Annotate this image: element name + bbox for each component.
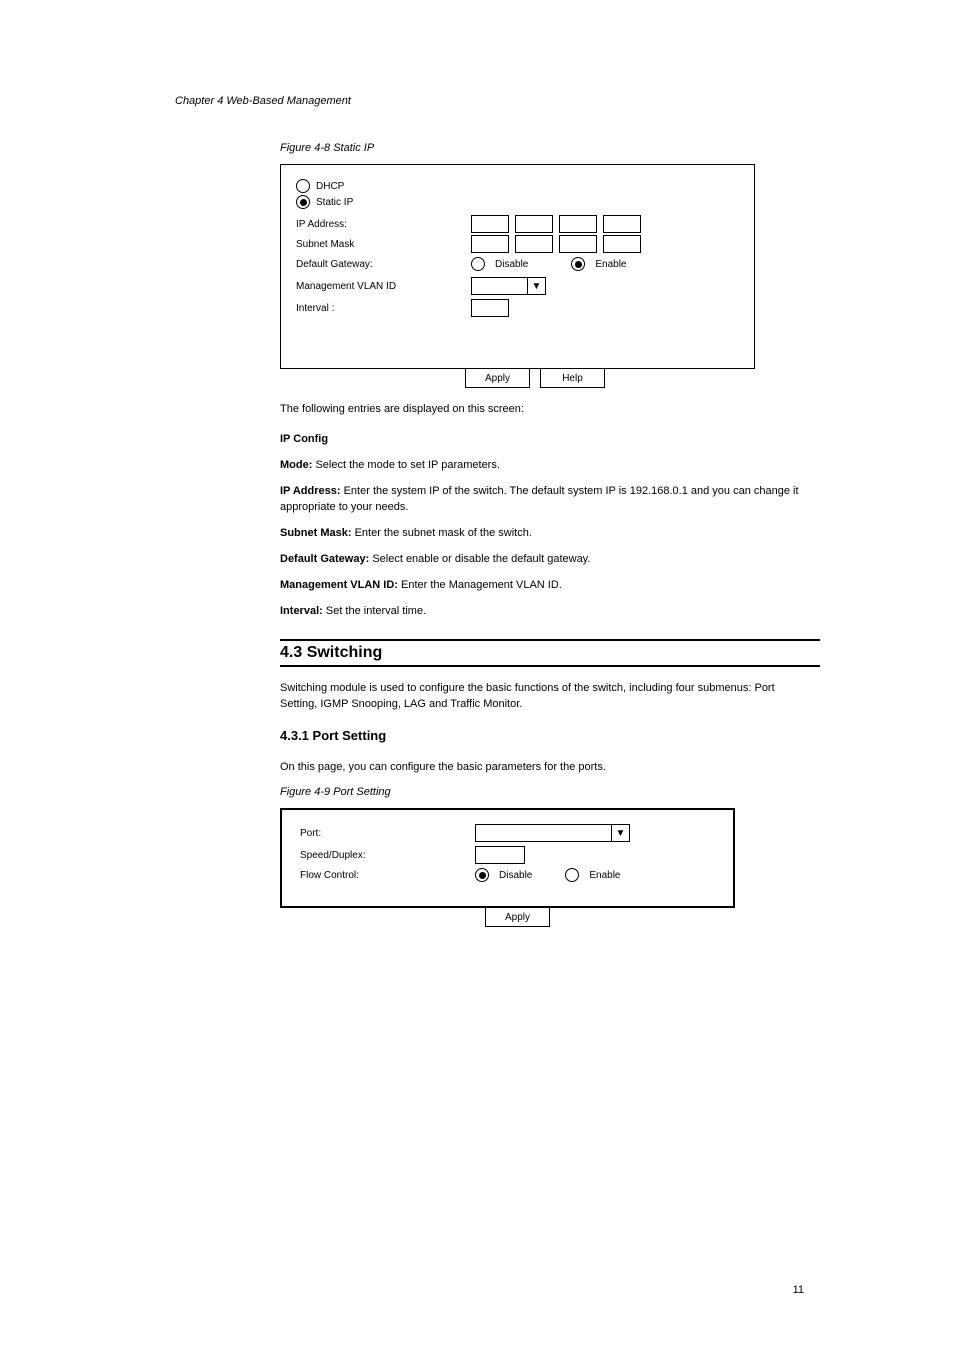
radio-gw-enable[interactable] <box>571 257 585 271</box>
mask-octet-2[interactable] <box>515 235 553 253</box>
para-entries: The following entries are displayed on t… <box>280 402 800 418</box>
figure1-caption: Figure 4-8 Static IP <box>280 142 804 154</box>
section-title-switching: 4.3 Switching <box>280 641 820 665</box>
para-port-setting: On this page, you can configure the basi… <box>280 760 800 776</box>
chapter-label: Chapter 4 Web-Based Management <box>175 95 804 107</box>
page-number: 11 <box>793 1284 804 1296</box>
apply-button-2[interactable]: Apply <box>485 907 550 927</box>
port-dropdown[interactable]: ▼ <box>475 824 630 842</box>
subsection-port-setting: 4.3.1 Port Setting <box>280 727 800 746</box>
para-switching: Switching module is used to configure th… <box>280 681 800 713</box>
radio-dhcp[interactable] <box>296 179 310 193</box>
chevron-down-icon: ▼ <box>527 278 545 294</box>
help-button[interactable]: Help <box>540 368 605 388</box>
ip-octet-1[interactable] <box>471 215 509 233</box>
mask-octet-4[interactable] <box>603 235 641 253</box>
mgmt-vlan-label: Management VLAN ID <box>296 281 471 292</box>
subnet-mask-label: Subnet Mask <box>296 239 471 250</box>
mask-desc: Subnet Mask: Enter the subnet mask of th… <box>280 526 800 542</box>
radio-fc-disable-label: Disable <box>499 870 532 881</box>
gateway-radio-group: Disable Enable <box>471 257 627 271</box>
mgmt-vlan-dropdown[interactable]: ▼ <box>471 277 546 295</box>
ip-octet-2[interactable] <box>515 215 553 233</box>
mode-desc: Mode: Select the mode to set IP paramete… <box>280 458 800 474</box>
port-setting-panel: Port: ▼ Speed/Duplex: Flow Control: Disa… <box>280 808 735 908</box>
ip-address-label: IP Address: <box>296 219 471 230</box>
flow-control-label: Flow Control: <box>300 870 475 881</box>
radio-dhcp-label: DHCP <box>316 181 344 192</box>
static-ip-panel: DHCP Static IP IP Address: Subnet Mask <box>280 164 755 369</box>
radio-fc-disable[interactable] <box>475 868 489 882</box>
interval-input[interactable] <box>471 299 509 317</box>
interval-desc: Interval: Set the interval time. <box>280 604 800 620</box>
speed-duplex-label: Speed/Duplex: <box>300 850 475 861</box>
figure2-caption: Figure 4-9 Port Setting <box>280 786 804 798</box>
vlan-desc: Management VLAN ID: Enter the Management… <box>280 578 800 594</box>
radio-gw-enable-label: Enable <box>595 259 626 270</box>
port-label: Port: <box>300 828 475 839</box>
radio-static-ip-label: Static IP <box>316 197 353 208</box>
radio-fc-enable-label: Enable <box>589 870 620 881</box>
radio-static-ip[interactable] <box>296 195 310 209</box>
default-gateway-label: Default Gateway: <box>296 259 471 270</box>
mask-octet-1[interactable] <box>471 235 509 253</box>
apply-button[interactable]: Apply <box>465 368 530 388</box>
ip-octet-3[interactable] <box>559 215 597 233</box>
section-switching: 4.3 Switching <box>280 639 820 667</box>
ip-config-heading: IP Config <box>280 432 800 448</box>
radio-gw-disable[interactable] <box>471 257 485 271</box>
chevron-down-icon: ▼ <box>611 825 629 841</box>
speed-duplex-input[interactable] <box>475 846 525 864</box>
ip-address-octets <box>471 215 641 233</box>
ip-octet-4[interactable] <box>603 215 641 233</box>
radio-gw-disable-label: Disable <box>495 259 528 270</box>
ip-desc: IP Address: Enter the system IP of the s… <box>280 484 800 516</box>
subnet-mask-octets <box>471 235 641 253</box>
gw-desc: Default Gateway: Select enable or disabl… <box>280 552 800 568</box>
radio-fc-enable[interactable] <box>565 868 579 882</box>
mask-octet-3[interactable] <box>559 235 597 253</box>
interval-label: Interval : <box>296 303 471 314</box>
flow-control-radio-group: Disable Enable <box>475 868 621 882</box>
